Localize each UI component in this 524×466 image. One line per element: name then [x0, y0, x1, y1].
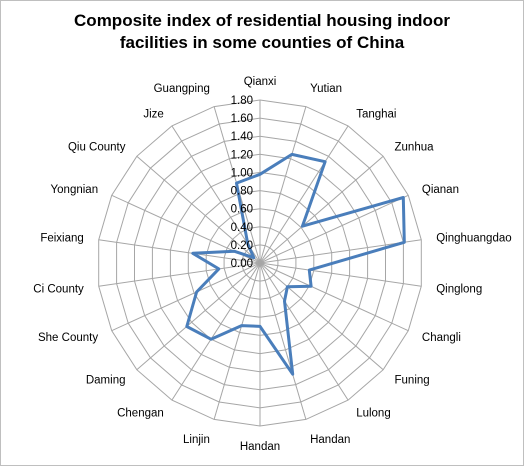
radial-tick-label: 0.80 [231, 186, 253, 198]
grid-spoke [259, 262, 349, 401]
grid-spoke [171, 125, 261, 264]
grid-spoke [259, 125, 349, 264]
chart-title: Composite index of residential housing i… [0, 10, 524, 54]
grid-spoke [171, 262, 261, 401]
category-label: Daming [86, 375, 126, 387]
chart-title-line-2: facilities in some counties of China [119, 33, 405, 52]
grid-spoke [259, 155, 384, 264]
grid-spoke [213, 262, 261, 420]
radial-tick-label: 0.60 [231, 204, 253, 216]
category-label: She County [38, 332, 98, 344]
grid-spoke [259, 194, 409, 264]
radial-tick-label: 1.20 [231, 149, 253, 161]
grid-spoke [98, 239, 261, 264]
category-label: Qianxi [244, 76, 277, 88]
category-label: Handan [240, 441, 280, 453]
chart-title-line-1: Composite index of residential housing i… [74, 11, 450, 30]
category-label: Jize [143, 108, 163, 120]
category-label: Feixiang [40, 233, 83, 245]
category-label: Zunhua [395, 141, 435, 153]
radial-tick-label: 0.40 [231, 222, 253, 234]
series-line [185, 152, 406, 376]
category-label: Qinghuangdao [436, 233, 511, 245]
radial-tick-label: 1.60 [231, 113, 253, 125]
grid-spoke [98, 262, 261, 287]
grid-spoke [259, 262, 384, 371]
category-label: Lulong [356, 408, 391, 420]
category-label: Qiu County [68, 141, 126, 153]
radial-tick-label: 1.40 [231, 131, 253, 143]
radial-tick-label: 1.80 [231, 95, 253, 107]
category-label: Qinglong [436, 283, 482, 295]
grid-spoke [259, 262, 307, 420]
grid-spoke [259, 106, 307, 264]
category-label: Guangping [154, 83, 210, 95]
grid-spoke [136, 155, 261, 264]
radial-tick-label: 1.00 [231, 167, 253, 179]
grid-spoke [136, 262, 261, 371]
grid-spoke [259, 262, 422, 287]
grid-spoke [111, 262, 261, 332]
category-label: Funing [395, 375, 430, 387]
grid-spoke [259, 262, 409, 332]
category-label: Chengan [117, 408, 164, 420]
category-label: Yongnian [51, 184, 99, 196]
category-label: Yutian [310, 83, 342, 95]
category-label: Qianan [422, 184, 459, 196]
category-label: Ci County [33, 283, 84, 295]
radial-tick-label: 0.20 [231, 240, 253, 252]
radial-tick-label: 0.00 [231, 258, 253, 270]
category-label: Handan [310, 434, 350, 446]
category-label: Linjin [183, 434, 210, 446]
category-label: Changli [422, 332, 461, 344]
category-label: Tanghai [356, 108, 396, 120]
